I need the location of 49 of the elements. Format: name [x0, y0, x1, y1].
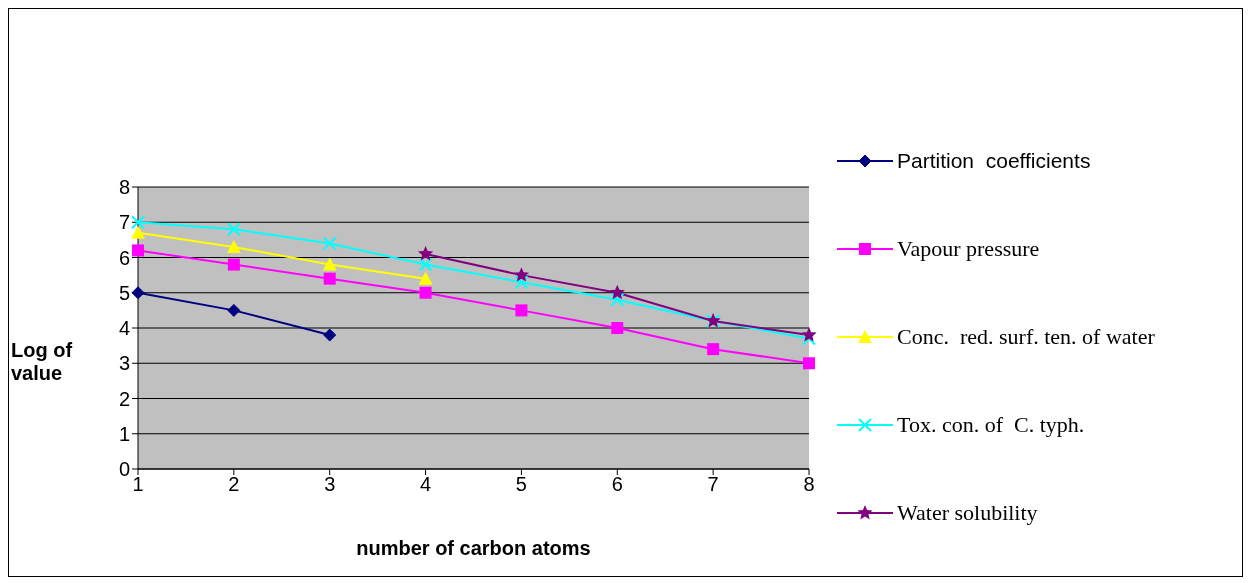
point [417, 245, 434, 261]
y-tick-label: 1 [118, 422, 130, 445]
y-tick-label: 3 [118, 352, 130, 375]
x-tick-label: 7 [707, 473, 719, 496]
legend-label: Partition coefficients [897, 149, 1091, 173]
x-axis-title: number of carbon atoms [355, 537, 592, 560]
x-tick-label: 3 [324, 473, 336, 496]
point [226, 239, 241, 253]
x-tick-label: 6 [611, 473, 623, 496]
point [419, 286, 432, 299]
point [323, 328, 337, 342]
point [611, 322, 624, 334]
legend-label: Tox. con. of C. typh. [897, 412, 1085, 438]
point [418, 257, 433, 272]
point [515, 304, 528, 317]
x-tick-label: 5 [515, 473, 527, 496]
y-tick-label: 0 [118, 458, 130, 481]
x-tick-label: 8 [803, 473, 815, 496]
point [322, 236, 337, 251]
legend-label: Conc. red. surf. ten. of water [897, 324, 1155, 350]
y-tick-label: 7 [118, 211, 130, 234]
point [803, 357, 815, 370]
y-axis-title: Log of value [11, 339, 74, 385]
point [609, 284, 625, 300]
point [707, 343, 720, 356]
y-tick-label: 8 [118, 176, 130, 199]
point [227, 303, 241, 317]
x-tick-label: 4 [420, 473, 432, 496]
point [513, 267, 530, 282]
point [514, 275, 529, 290]
x-tick-label: 1 [132, 473, 144, 496]
point [801, 327, 817, 342]
point [131, 215, 145, 230]
point [132, 244, 144, 257]
legend-label: Vapour pressure [897, 236, 1040, 262]
point [418, 271, 433, 285]
point [322, 257, 337, 271]
y-tick-label: 5 [118, 281, 130, 304]
legend-label: Water solubility [897, 500, 1038, 526]
point [131, 286, 145, 300]
y-tick-label: 4 [118, 317, 130, 340]
point [131, 225, 145, 239]
point [227, 258, 240, 271]
point [323, 272, 336, 285]
point [610, 292, 625, 307]
x-tick-label: 2 [228, 473, 240, 496]
y-tick-label: 2 [118, 387, 130, 410]
point [226, 222, 241, 237]
y-tick-label: 6 [118, 246, 130, 269]
